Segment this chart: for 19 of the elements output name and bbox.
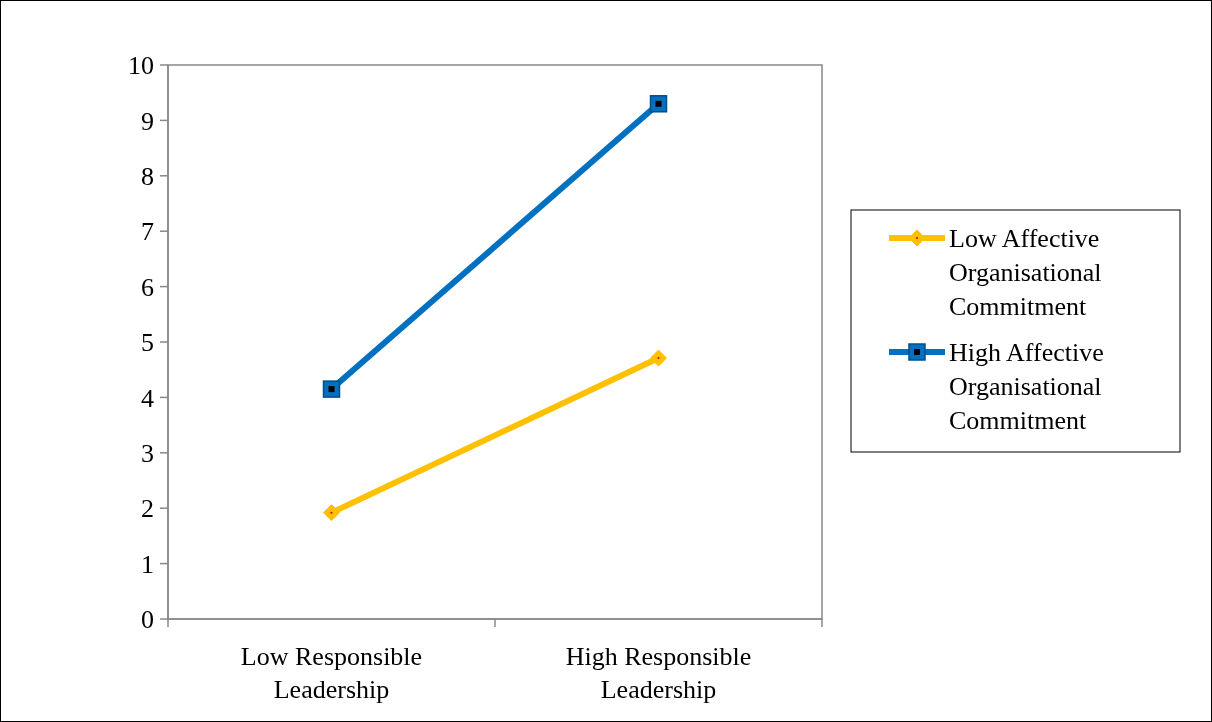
x-tick-label: High Responsible Leadership (565, 642, 752, 704)
point (322, 380, 341, 398)
point (323, 504, 340, 522)
point (649, 95, 668, 113)
y-tick-label: 9 (141, 106, 154, 136)
y-tick-label: 5 (141, 328, 154, 358)
x-tick-label: Low Responsible Leadership (240, 642, 423, 704)
legend-label: Low Affective Organisational Commitment (949, 224, 1102, 322)
point (650, 349, 667, 367)
y-tick-label: 1 (141, 549, 154, 579)
y-tick-label: 7 (141, 217, 154, 247)
y-tick-label: 6 (141, 272, 154, 302)
y-tick-label: 0 (141, 605, 154, 635)
y-tick-label: 10 (128, 51, 154, 81)
y-tick-label: 2 (141, 494, 154, 524)
y-tick-label: 3 (141, 438, 154, 468)
y-tick-label: 8 (141, 161, 154, 191)
y-tick-label: 4 (141, 383, 154, 413)
legend-label: High Affective Organisational Commitment (949, 338, 1104, 436)
